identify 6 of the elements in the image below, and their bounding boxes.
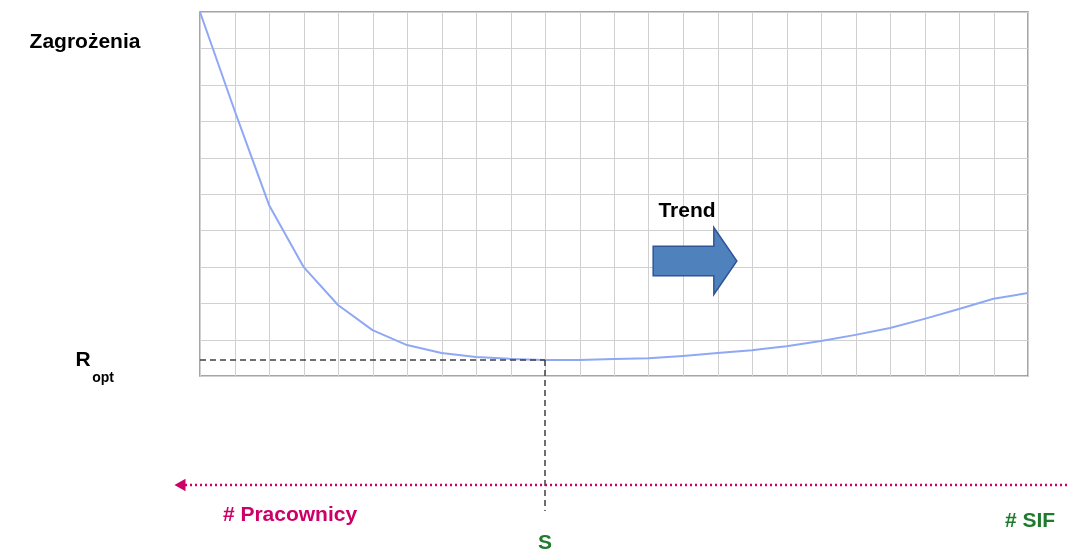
text: Ropt [75, 346, 115, 385]
text: # SIF [1004, 508, 1056, 531]
y-axis-title: Zagrożenia [29, 29, 141, 52]
annotation: Trend [658, 198, 716, 221]
text: S [537, 530, 553, 553]
text: # Pracownicy [222, 502, 358, 525]
